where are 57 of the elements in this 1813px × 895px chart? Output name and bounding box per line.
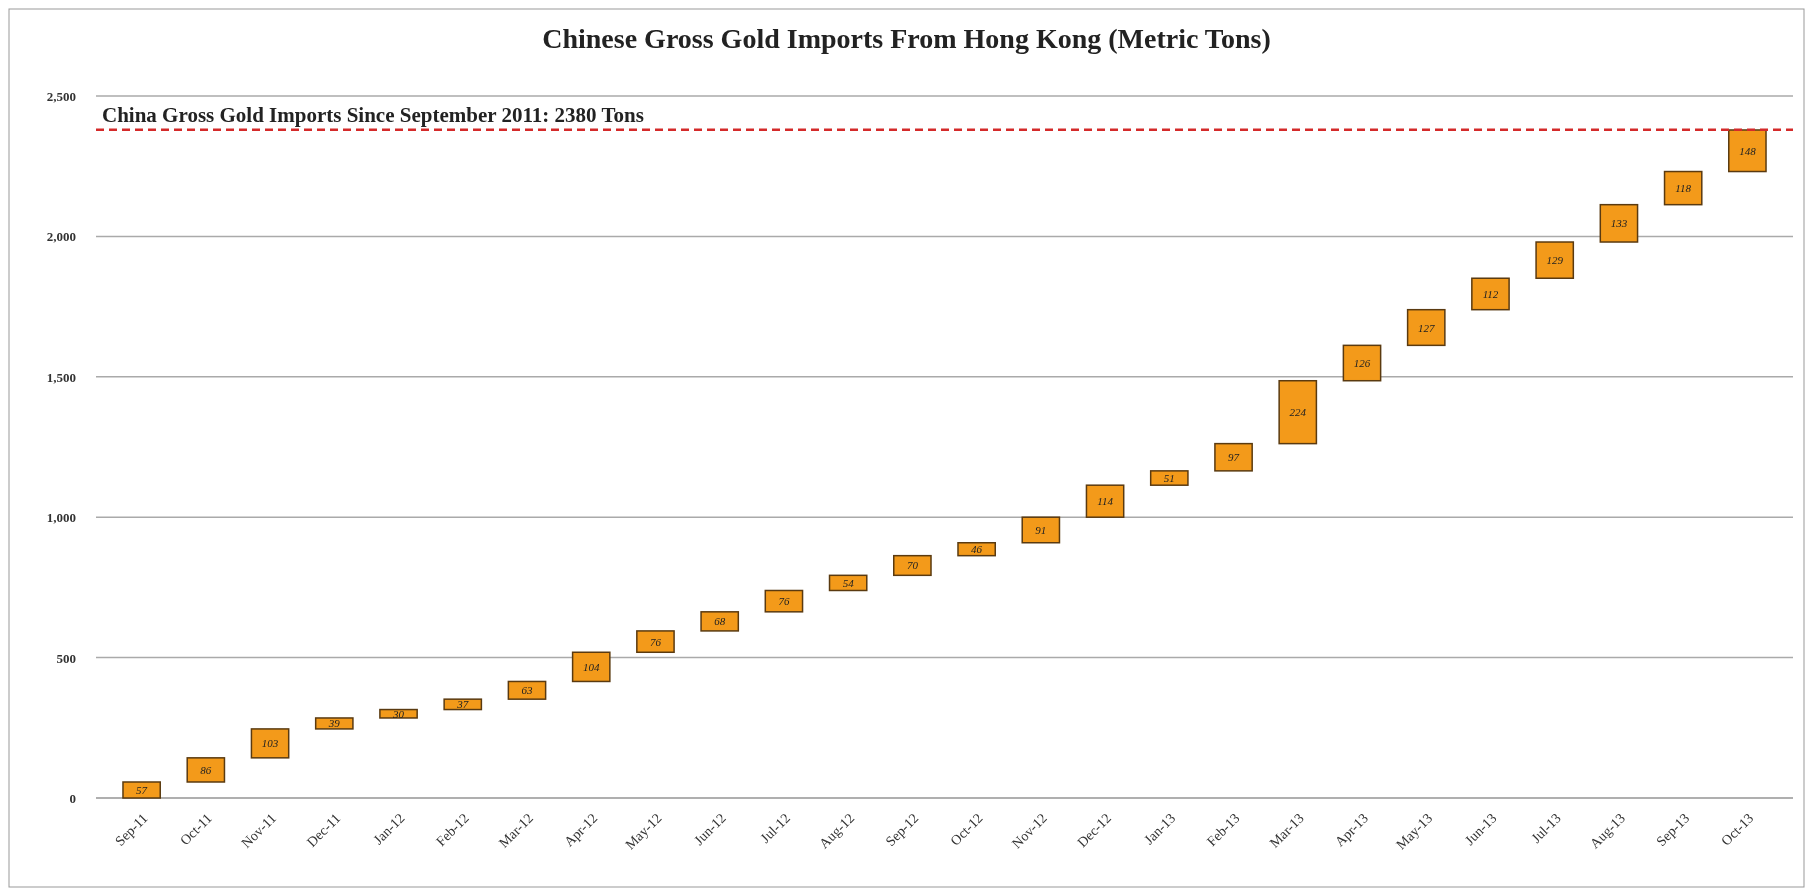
data-label: 54: [842, 576, 855, 589]
data-label: 76: [649, 635, 662, 648]
data-label: 30: [392, 707, 405, 720]
bar: [250, 728, 290, 759]
y-tick-label: 2,500: [46, 89, 76, 104]
bar: [1021, 516, 1061, 544]
bar: [700, 611, 740, 632]
bar: [122, 781, 161, 799]
data-label: 68: [714, 615, 726, 628]
bar: [443, 698, 483, 711]
ref-line-label: China Gross Gold Imports Since September 2011: 2380 Tons: [102, 102, 644, 127]
data-label: 103: [261, 737, 279, 750]
bar: [507, 680, 547, 700]
data-label: 51: [1163, 472, 1175, 485]
bar: [893, 554, 932, 577]
bar: [1599, 203, 1639, 243]
bar: [1214, 442, 1253, 472]
bar: [1278, 379, 1318, 445]
bar: [1471, 277, 1510, 311]
bar: [1406, 308, 1446, 347]
bar: [1085, 484, 1125, 518]
data-label: 37: [456, 698, 469, 711]
bar: [571, 651, 611, 683]
data-label: 86: [200, 763, 212, 776]
data-label: 70: [906, 559, 919, 572]
data-label: 148: [1739, 144, 1757, 157]
y-tick-label: 2,000: [46, 229, 76, 245]
data-label: 112: [1482, 287, 1499, 300]
data-label: 129: [1546, 254, 1564, 267]
bar: [1149, 470, 1189, 486]
data-label: 63: [521, 684, 533, 697]
bar: [1663, 170, 1703, 206]
bar: [636, 630, 675, 654]
y-tick-label: 1,000: [46, 510, 76, 526]
bar: [186, 757, 226, 783]
data-label: 118: [1675, 182, 1692, 195]
bar: [764, 589, 804, 613]
y-tick-label: 0: [69, 791, 76, 806]
data-label: 126: [1353, 357, 1371, 370]
data-label: 39: [327, 717, 341, 730]
data-label: 57: [136, 784, 148, 796]
data-label: 104: [582, 660, 600, 673]
chart-title: Chinese Gross Gold Imports From Hong Kong (Metric Tons): [542, 23, 1271, 54]
bar: [314, 717, 354, 730]
data-label: 76: [778, 595, 790, 608]
bar: [1342, 344, 1382, 382]
data-label: 46: [971, 543, 983, 556]
y-tick-label: 1,500: [46, 369, 76, 385]
data-label: 91: [1035, 523, 1047, 536]
data-label: 224: [1289, 406, 1307, 419]
bar: [1728, 129, 1767, 173]
data-label: 127: [1417, 321, 1435, 334]
data-label: 97: [1228, 451, 1240, 464]
y-tick-label: 500: [56, 650, 76, 666]
data-label: 133: [1610, 217, 1628, 230]
data-label: 114: [1097, 495, 1114, 508]
bar: [1535, 241, 1575, 279]
